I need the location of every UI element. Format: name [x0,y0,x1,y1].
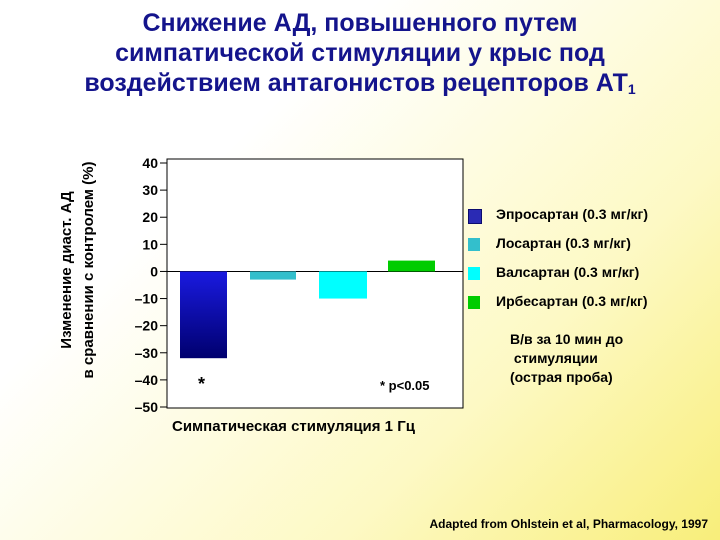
note-line-2: стимуляции [510,350,598,366]
bar-1 [250,271,296,280]
bars: * [180,260,435,394]
bar-2 [319,271,367,299]
bar-0 [180,271,227,359]
note-line-3: (острая проба) [510,369,613,385]
y-tick-label: 0 [150,263,158,279]
note-line-1: В/в за 10 мин до [510,331,624,347]
significance-star: * [198,374,205,394]
bar-3 [388,260,435,272]
title-line-3: воздействием антагонистов рецепторов АТ1 [0,68,720,98]
administration-note: В/в за 10 мин до стимуляции (острая проб… [510,330,623,387]
y-tick-label: 10 [142,236,158,252]
x-axis-label: Симпатическая стимуляция 1 Гц [172,418,415,435]
legend-swatch-eprosartan [468,209,482,224]
y-tick-label: –40 [135,372,159,388]
y-tick-label: 40 [142,155,158,171]
source-citation: Adapted from Ohlstein et al, Pharmacolog… [429,517,708,531]
legend-label: Ирбесартан (0.3 мг/кг) [496,293,648,309]
y-tick-label: –50 [135,399,159,415]
title-line-1: Снижение АД, повышенного путем [142,9,578,37]
legend-swatch-irbesartan [468,296,480,309]
legend-label: Эпросартан (0.3 мг/кг) [496,206,649,222]
title-subscript: 1 [627,81,636,97]
title-line-2: симпатической стимуляции у крыс под [115,39,605,67]
legend-swatch-valsartan [468,267,480,280]
y-tick-label: –30 [135,345,159,361]
legend-label: Лосартан (0.3 мг/кг) [496,235,631,251]
y-tick-label: 20 [142,209,158,225]
y-tick-label: 30 [142,182,158,198]
y-tick-label: –10 [135,291,159,307]
y-axis-ticks: 40 30 20 10 0 –10 –20 –30 –40 –50 [135,155,167,415]
y-tick-label: –20 [135,318,159,334]
significance-note: * p<0.05 [380,378,430,393]
page-title: Снижение АД, повышенного путем симпатиче… [0,8,720,98]
legend-label: Валсартан (0.3 мг/кг) [496,264,640,280]
legend-swatch-losartan [468,238,480,251]
title-line-3-text: воздействием антагонистов рецепторов АТ [84,69,628,97]
